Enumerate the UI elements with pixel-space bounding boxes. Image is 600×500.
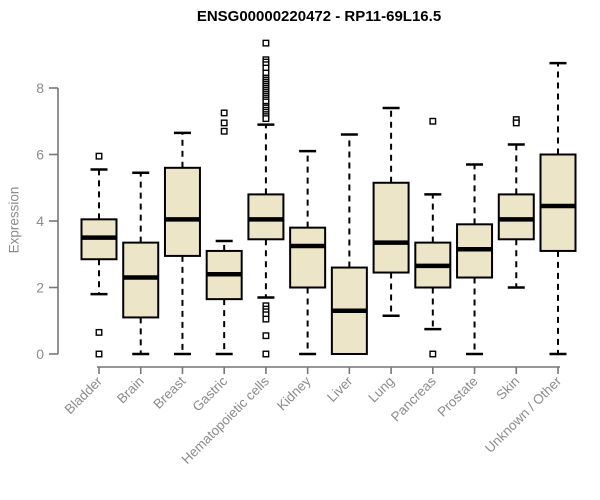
x-tick-label-breast: Breast bbox=[150, 373, 188, 411]
outlier-point bbox=[220, 127, 228, 135]
y-tick-label: 8 bbox=[36, 80, 44, 96]
outlier-point bbox=[262, 115, 270, 123]
box-group-skin bbox=[497, 116, 535, 289]
y-tick-label: 6 bbox=[36, 147, 44, 163]
box-group-brain bbox=[122, 171, 160, 356]
x-tick-label-kidney: Kidney bbox=[274, 373, 314, 413]
box-group-bladder bbox=[80, 152, 118, 358]
x-tick-label-liver: Liver bbox=[324, 373, 356, 405]
iqr-box bbox=[497, 193, 535, 241]
outlier-point bbox=[220, 109, 228, 117]
iqr-box bbox=[122, 241, 160, 319]
box-group-liver bbox=[330, 133, 368, 355]
outlier-point bbox=[262, 39, 270, 47]
x-tick-label-prostate: Prostate bbox=[435, 374, 481, 420]
outlier-point bbox=[95, 152, 103, 160]
iqr-box bbox=[163, 166, 201, 257]
box-group-lung bbox=[372, 106, 410, 318]
outlier-point bbox=[262, 350, 270, 358]
box-group-gastric bbox=[205, 109, 243, 356]
outlier-point bbox=[95, 328, 103, 336]
box-group-unknown-other bbox=[539, 61, 577, 356]
outlier-point bbox=[95, 350, 103, 358]
box-group-hematopoietic-cells bbox=[247, 39, 285, 358]
x-tick-label-unknown-other: Unknown / Other bbox=[482, 373, 565, 456]
outlier-point bbox=[262, 315, 270, 323]
x-tick-label-brain: Brain bbox=[114, 374, 147, 407]
x-tick-label-skin: Skin bbox=[493, 374, 522, 403]
box-group-kidney bbox=[289, 149, 327, 356]
iqr-box bbox=[372, 181, 410, 274]
outlier-point bbox=[220, 119, 228, 127]
iqr-box bbox=[247, 193, 285, 241]
box-group-breast bbox=[163, 131, 201, 356]
outlier-point bbox=[262, 332, 270, 340]
x-tick-label-gastric: Gastric bbox=[189, 373, 230, 414]
x-tick-label-bladder: Bladder bbox=[62, 373, 106, 417]
y-tick-label: 4 bbox=[36, 213, 44, 229]
box-group-pancreas bbox=[414, 117, 452, 358]
chart-title: ENSG00000220472 - RP11-69L16.5 bbox=[196, 8, 442, 25]
outlier-point bbox=[429, 117, 437, 125]
y-tick-label: 2 bbox=[36, 280, 44, 296]
iqr-box bbox=[289, 226, 327, 289]
outlier-point bbox=[512, 119, 520, 127]
y-tick-label: 0 bbox=[36, 346, 44, 362]
x-tick-label-pancreas: Pancreas bbox=[388, 373, 439, 424]
iqr-box bbox=[539, 153, 577, 252]
box-group-prostate bbox=[456, 163, 494, 356]
outlier-point bbox=[429, 350, 437, 358]
x-tick-label-lung: Lung bbox=[365, 374, 397, 406]
